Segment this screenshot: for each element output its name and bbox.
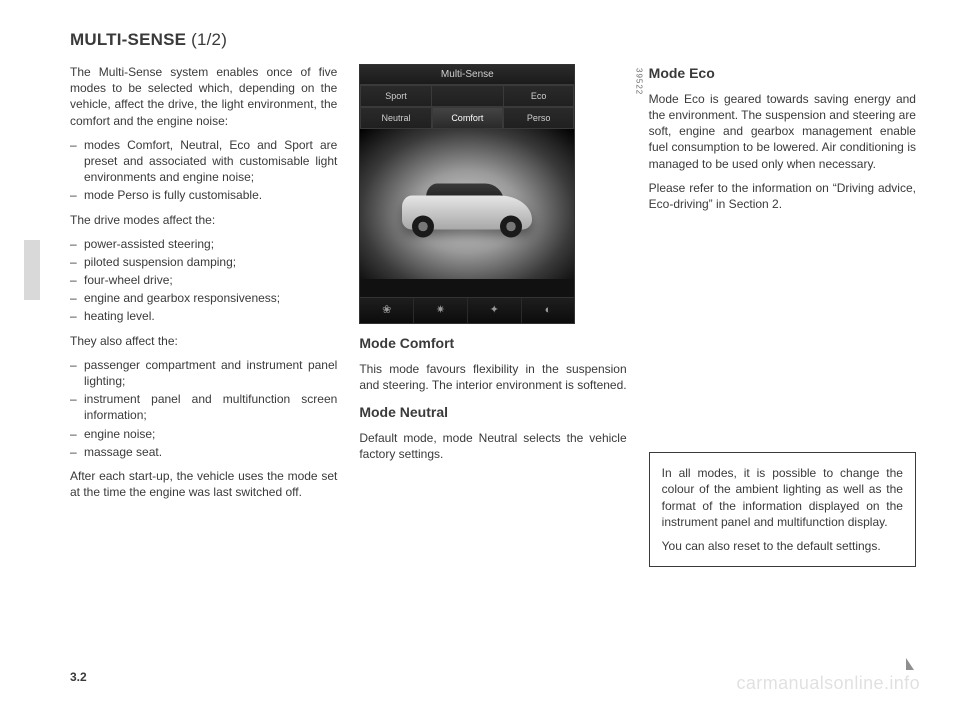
startup-paragraph: After each start-up, the vehicle uses th… — [70, 468, 337, 500]
page-title: MULTI-SENSE (1/2) — [70, 30, 916, 50]
multisense-screenshot: Multi-Sense Sport Eco Neutral Comfort Pe… — [359, 64, 575, 324]
section-tab — [24, 240, 40, 300]
info-box: In all modes, it is possible to change t… — [649, 452, 916, 567]
mode-eco-heading: Mode Eco — [649, 64, 916, 83]
also-list: passenger compartment and instrument pan… — [70, 357, 337, 460]
manual-page: MULTI-SENSE (1/2) The Multi-Sense system… — [0, 0, 960, 710]
mode-eco-body-2: Please refer to the information on “Driv… — [649, 180, 916, 212]
car-wheel — [500, 216, 522, 238]
tab-eco[interactable]: Eco — [503, 85, 574, 107]
intro-list: modes Comfort, Neutral, Eco and Sport ar… — [70, 137, 337, 204]
right-column: Mode Eco Mode Eco is geared towards savi… — [649, 64, 916, 567]
list-item: passenger compartment and instrument pan… — [70, 357, 337, 389]
affect-lead: The drive modes affect the: — [70, 212, 337, 228]
affect-list: power-assisted steering; piloted suspens… — [70, 236, 337, 325]
watermark-text: carmanualsonline.info — [736, 673, 920, 694]
mode-neutral-heading: Mode Neutral — [359, 403, 626, 422]
car-illustration — [392, 175, 542, 240]
intro-paragraph: The Multi-Sense system enables once of f… — [70, 64, 337, 129]
tab-perso[interactable]: Perso — [503, 107, 574, 129]
device-footer: ❀ ✷ ✦ ◐ — [360, 297, 574, 323]
gauge-icon[interactable]: ◐ — [522, 298, 575, 323]
corner-mark-icon — [906, 658, 914, 670]
tab-comfort[interactable]: Comfort — [432, 107, 503, 129]
list-item: power-assisted steering; — [70, 236, 337, 252]
mode-comfort-body: This mode favours flexibility in the sus… — [359, 361, 626, 393]
list-item: modes Comfort, Neutral, Eco and Sport ar… — [70, 137, 337, 186]
center-column: 39522 Multi-Sense Sport Eco Neutral Comf… — [359, 64, 626, 567]
tab-neutral[interactable]: Neutral — [360, 107, 431, 129]
mode-comfort-heading: Mode Comfort — [359, 334, 626, 353]
car-wheel — [412, 216, 434, 238]
list-item: engine noise; — [70, 426, 337, 442]
list-item: four-wheel drive; — [70, 272, 337, 288]
title-main: MULTI-SENSE — [70, 30, 186, 49]
vehicle-render — [360, 129, 574, 279]
list-item: instrument panel and multifunction scree… — [70, 391, 337, 423]
list-item: mode Perso is fully customisable. — [70, 187, 337, 203]
list-item: engine and gearbox responsiveness; — [70, 290, 337, 306]
left-column: The Multi-Sense system enables once of f… — [70, 64, 337, 567]
list-item: piloted suspension damping; — [70, 254, 337, 270]
device-title: Multi-Sense — [360, 65, 574, 85]
tab-sport[interactable]: Sport — [360, 85, 431, 107]
columns: The Multi-Sense system enables once of f… — [70, 64, 916, 567]
title-fraction: (1/2) — [191, 30, 227, 49]
mode-eco-body-1: Mode Eco is geared towards saving energy… — [649, 91, 916, 172]
also-lead: They also affect the: — [70, 333, 337, 349]
list-item: heating level. — [70, 308, 337, 324]
page-number: 3.2 — [70, 670, 87, 684]
clover-icon[interactable]: ✦ — [468, 298, 522, 323]
mode-neutral-body: Default mode, mode Neutral selects the v… — [359, 430, 626, 462]
info-paragraph-2: You can also reset to the default settin… — [662, 538, 903, 554]
fan-icon[interactable]: ✷ — [414, 298, 468, 323]
list-item: massage seat. — [70, 444, 337, 460]
tree-icon[interactable]: ❀ — [360, 298, 414, 323]
mode-tabs: Sport Eco Neutral Comfort Perso — [360, 85, 574, 129]
image-ref-code: 39522 — [633, 68, 644, 95]
info-paragraph-1: In all modes, it is possible to change t… — [662, 465, 903, 530]
